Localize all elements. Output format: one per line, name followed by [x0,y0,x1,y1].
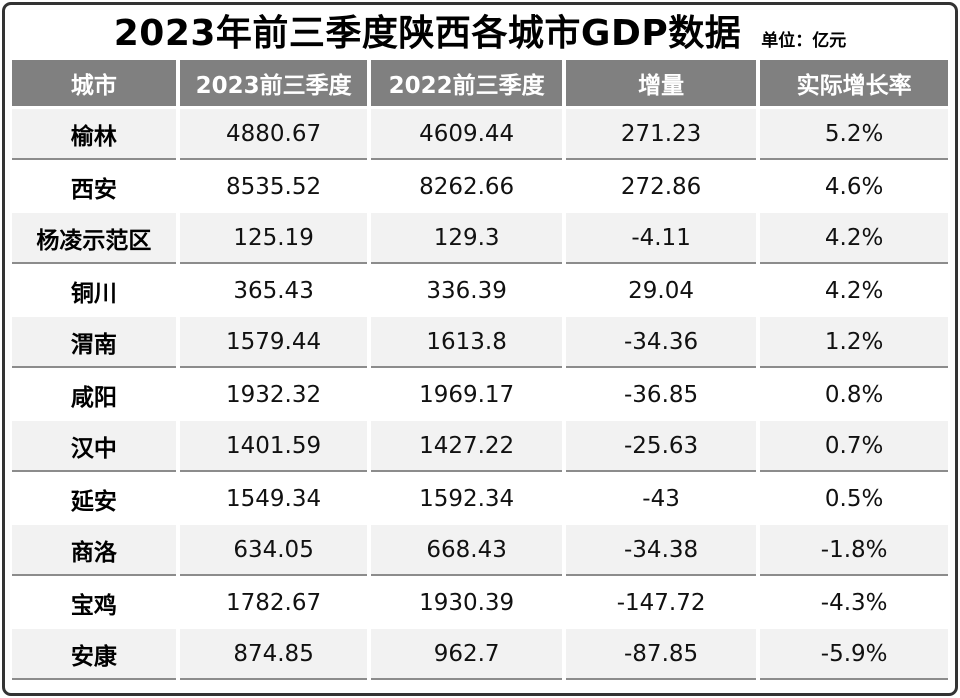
growth-rate-cell: -1.8% [760,525,948,576]
table-row: 榆林 4880.67 4609.44 271.23 5.2% [12,109,948,160]
delta-cell: -87.85 [565,629,757,680]
city-cell: 延安 [12,472,176,525]
delta-cell: 29.04 [565,264,757,317]
growth-rate-cell: -4.3% [760,576,948,629]
gdp-2022-cell: 8262.66 [371,160,562,213]
delta-cell: -25.63 [565,421,757,472]
title-bar: 2023年前三季度陕西各城市GDP数据 单位：亿元 [8,8,952,60]
delta-cell: -34.36 [565,317,757,368]
city-cell: 安康 [12,629,176,680]
table-header-row: 城市 2023前三季度 2022前三季度 增量 实际增长率 [12,60,948,109]
unit-label: 单位：亿元 [761,30,847,51]
growth-rate-cell: 5.2% [760,109,948,160]
gdp-2023-cell: 1782.67 [179,576,368,629]
delta-cell: 271.23 [565,109,757,160]
gdp-2022-cell: 1592.34 [371,472,562,525]
growth-rate-cell: 0.7% [760,421,948,472]
column-header-city: 城市 [12,60,176,109]
table-row: 铜川 365.43 336.39 29.04 4.2% [12,264,948,317]
table-row: 汉中 1401.59 1427.22 -25.63 0.7% [12,421,948,472]
city-cell: 汉中 [12,421,176,472]
table-row: 杨凌示范区 125.19 129.3 -4.11 4.2% [12,213,948,264]
table-row: 安康 874.85 962.7 -87.85 -5.9% [12,629,948,680]
growth-rate-cell: -5.9% [760,629,948,680]
city-cell: 杨凌示范区 [12,213,176,264]
growth-rate-cell: 0.5% [760,472,948,525]
growth-rate-cell: 4.2% [760,213,948,264]
gdp-2023-cell: 8535.52 [179,160,368,213]
table-row: 延安 1549.34 1592.34 -43 0.5% [12,472,948,525]
growth-rate-cell: 1.2% [760,317,948,368]
delta-cell: -34.38 [565,525,757,576]
table-row: 宝鸡 1782.67 1930.39 -147.72 -4.3% [12,576,948,629]
page-title: 2023年前三季度陕西各城市GDP数据 [113,13,742,54]
gdp-2022-cell: 1930.39 [371,576,562,629]
table-row: 咸阳 1932.32 1969.17 -36.85 0.8% [12,368,948,421]
city-cell: 西安 [12,160,176,213]
table-row: 商洛 634.05 668.43 -34.38 -1.8% [12,525,948,576]
gdp-2022-cell: 1613.8 [371,317,562,368]
gdp-2022-cell: 129.3 [371,213,562,264]
gdp-2023-cell: 125.19 [179,213,368,264]
gdp-2022-cell: 1969.17 [371,368,562,421]
column-header-2022: 2022前三季度 [371,60,562,109]
gdp-2023-cell: 1401.59 [179,421,368,472]
city-cell: 渭南 [12,317,176,368]
delta-cell: -147.72 [565,576,757,629]
gdp-2023-cell: 365.43 [179,264,368,317]
gdp-2023-cell: 1549.34 [179,472,368,525]
gdp-2022-cell: 336.39 [371,264,562,317]
growth-rate-cell: 0.8% [760,368,948,421]
city-cell: 铜川 [12,264,176,317]
gdp-data-table: 城市 2023前三季度 2022前三季度 增量 实际增长率 榆林 4880.67… [8,60,952,680]
column-header-delta: 增量 [565,60,757,109]
gdp-2022-cell: 1427.22 [371,421,562,472]
city-cell: 商洛 [12,525,176,576]
delta-cell: 272.86 [565,160,757,213]
column-header-growth: 实际增长率 [760,60,948,109]
table-row: 西安 8535.52 8262.66 272.86 4.6% [12,160,948,213]
gdp-2023-cell: 1932.32 [179,368,368,421]
city-cell: 宝鸡 [12,576,176,629]
delta-cell: -36.85 [565,368,757,421]
gdp-2023-cell: 874.85 [179,629,368,680]
column-header-2023: 2023前三季度 [179,60,368,109]
delta-cell: -43 [565,472,757,525]
gdp-2022-cell: 668.43 [371,525,562,576]
delta-cell: -4.11 [565,213,757,264]
gdp-2022-cell: 4609.44 [371,109,562,160]
gdp-2023-cell: 1579.44 [179,317,368,368]
gdp-2023-cell: 634.05 [179,525,368,576]
gdp-2022-cell: 962.7 [371,629,562,680]
gdp-2023-cell: 4880.67 [179,109,368,160]
growth-rate-cell: 4.2% [760,264,948,317]
city-cell: 咸阳 [12,368,176,421]
city-cell: 榆林 [12,109,176,160]
table-row: 渭南 1579.44 1613.8 -34.36 1.2% [12,317,948,368]
growth-rate-cell: 4.6% [760,160,948,213]
